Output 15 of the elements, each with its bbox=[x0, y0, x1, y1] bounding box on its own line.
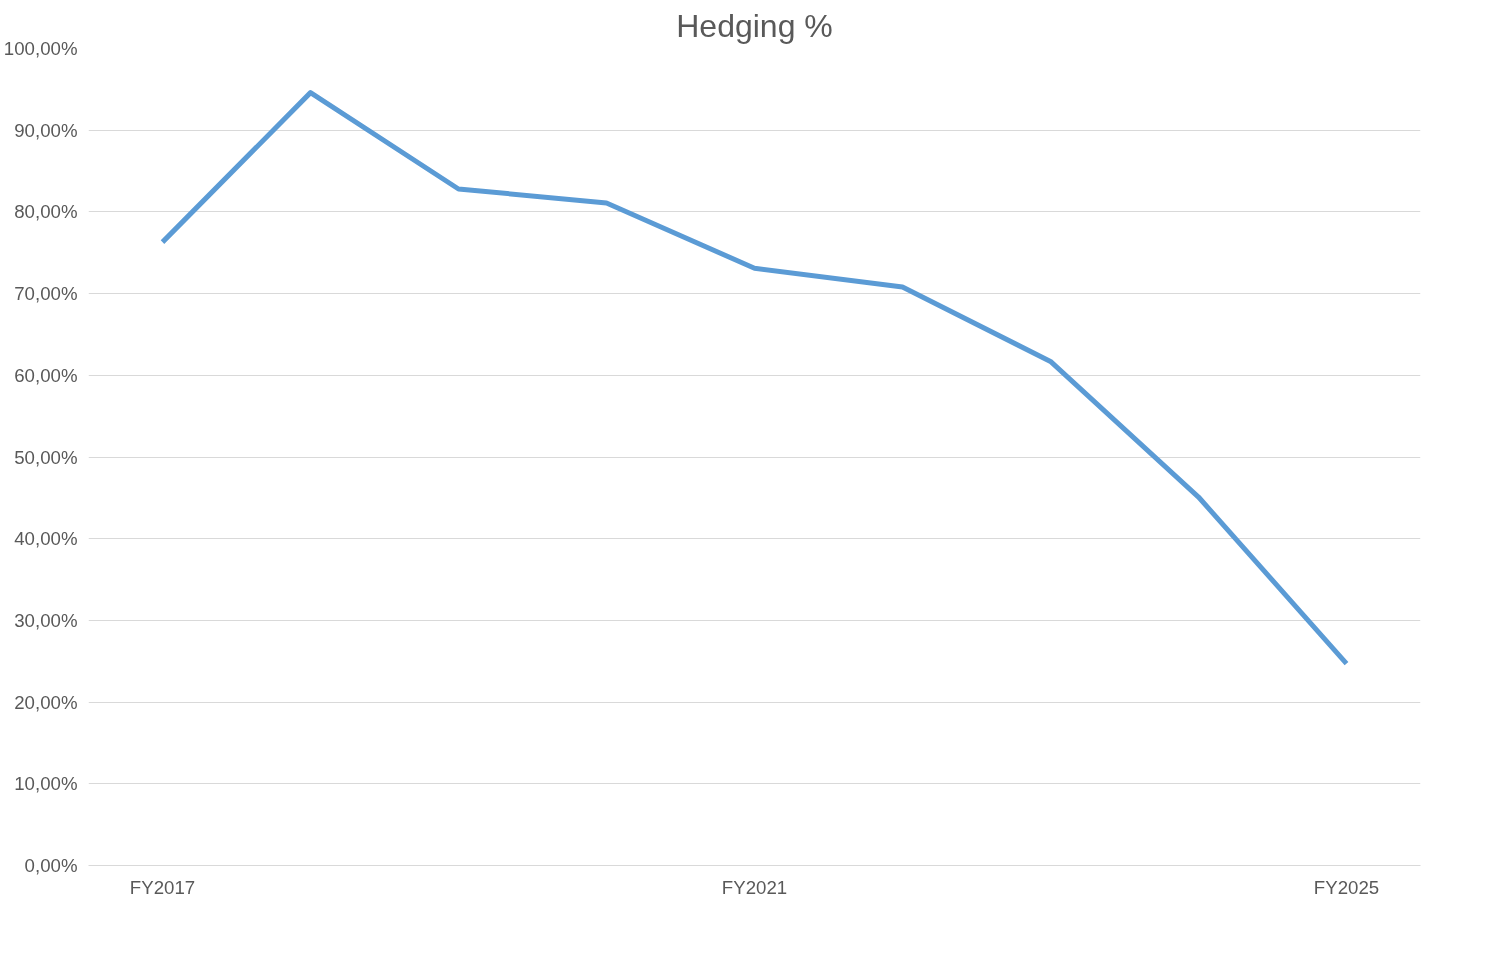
y-tick-label: 20,00% bbox=[14, 691, 78, 713]
chart-title: Hedging % bbox=[676, 7, 833, 44]
x-tick-label: FY2021 bbox=[721, 876, 788, 898]
y-tick-label: 70,00% bbox=[14, 283, 78, 305]
y-tick-label: 50,00% bbox=[14, 446, 78, 468]
x-tick-label: FY2025 bbox=[1313, 876, 1380, 898]
y-tick-label: 80,00% bbox=[14, 201, 78, 223]
y-tick-label: 10,00% bbox=[14, 773, 78, 795]
y-tick-label: 0,00% bbox=[24, 855, 78, 876]
y-tick-label: 90,00% bbox=[14, 119, 78, 141]
y-tick-label: 60,00% bbox=[14, 364, 78, 386]
y-tick-label: 100,00% bbox=[3, 38, 78, 59]
y-tick-label: 30,00% bbox=[14, 609, 78, 631]
x-tick-label: FY2017 bbox=[129, 876, 196, 898]
y-tick-label: 40,00% bbox=[14, 528, 78, 550]
